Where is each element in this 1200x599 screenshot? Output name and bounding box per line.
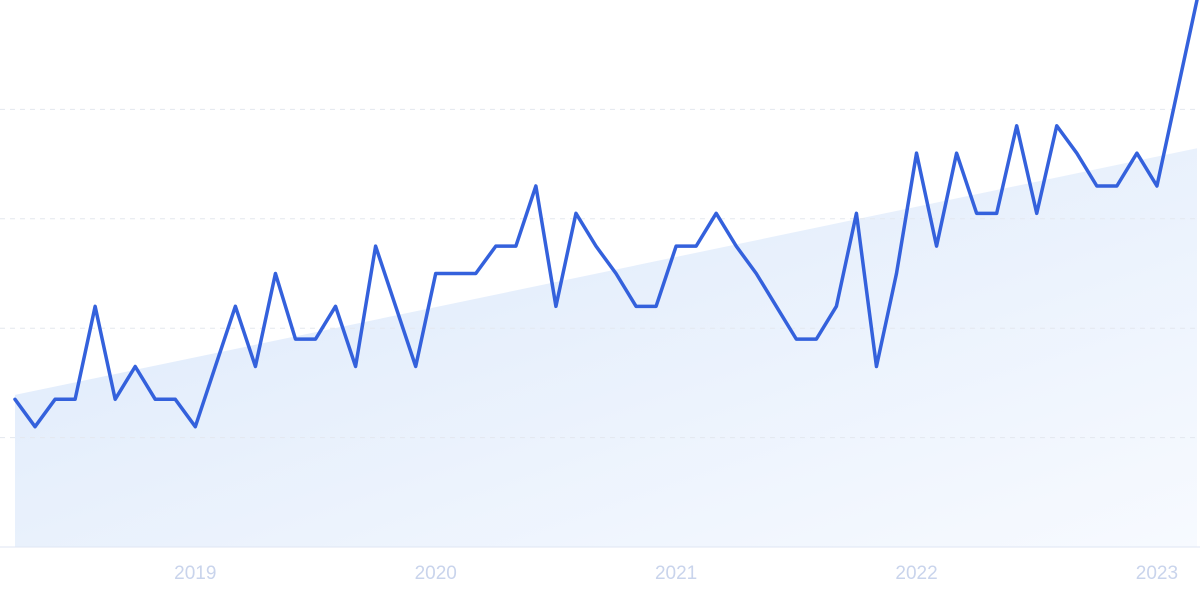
- x-tick-label: 2020: [415, 563, 457, 584]
- trend-line: [13, 0, 1199, 429]
- x-tick-label: 2023: [1136, 563, 1178, 584]
- x-tick-label: 2019: [174, 563, 216, 584]
- x-tick-label: 2022: [895, 563, 937, 584]
- x-tick-label: 2021: [655, 563, 697, 584]
- trend-area: [15, 148, 1197, 547]
